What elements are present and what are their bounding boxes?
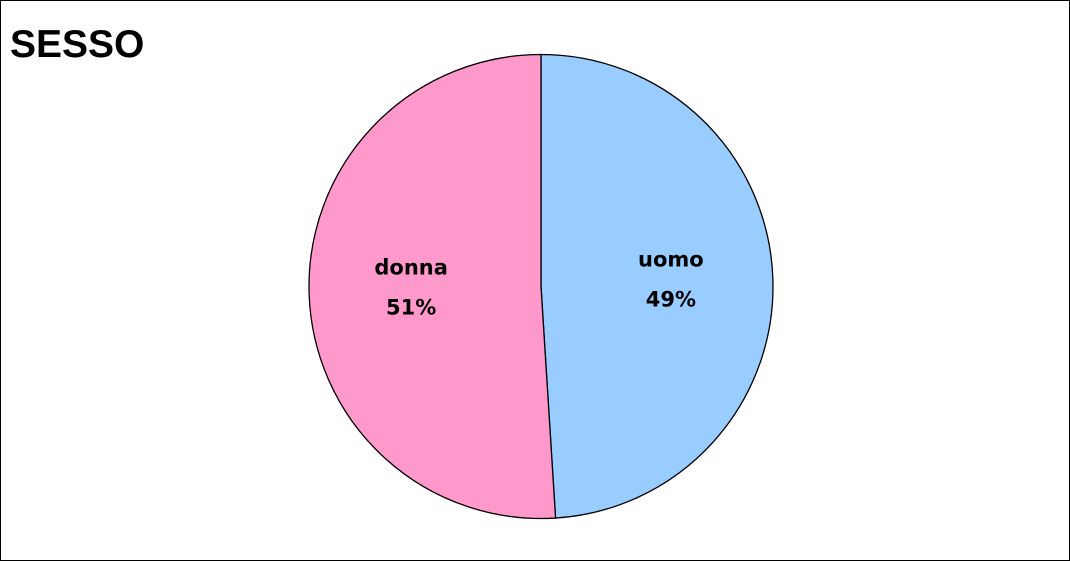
pie-slice-donna (308, 53, 557, 520)
pie-slices (308, 53, 774, 520)
slice-value-donna: 51% (386, 296, 436, 320)
slice-label-uomo: uomo (638, 247, 704, 271)
chart-title: SESSO (10, 23, 145, 66)
pie-labels: uomo 49% donna 51% (374, 247, 703, 319)
slice-value-uomo: 49% (646, 287, 696, 311)
pie-slice-uomo (540, 53, 774, 519)
slice-label-donna: donna (374, 256, 448, 280)
